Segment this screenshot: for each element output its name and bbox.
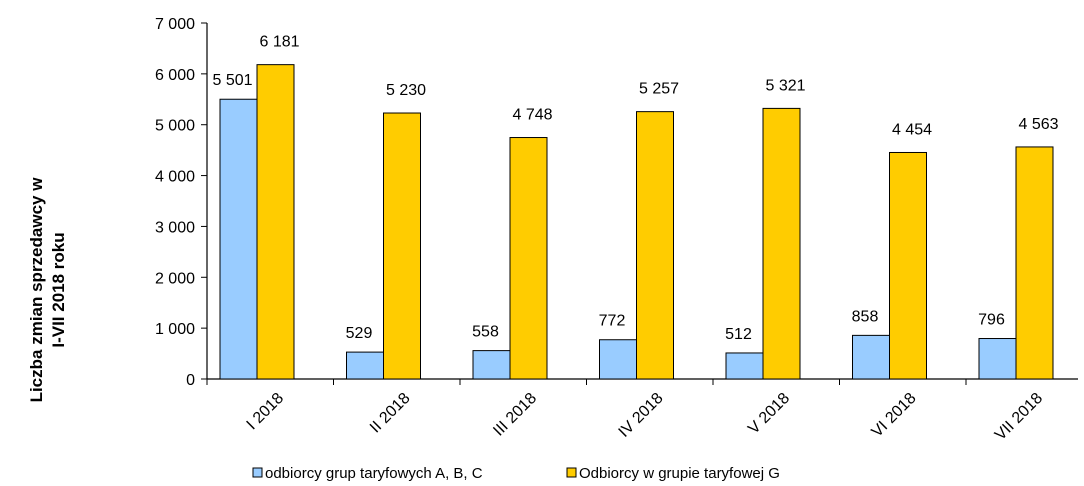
data-label-abc: 772 bbox=[599, 313, 626, 330]
y-tick-label: 5 000 bbox=[155, 118, 195, 135]
legend-swatch-g bbox=[566, 467, 577, 478]
bar-abc bbox=[219, 98, 258, 380]
y-tick-label: 2 000 bbox=[155, 270, 195, 287]
bar-g bbox=[762, 107, 801, 380]
category-label: VII 2018 bbox=[992, 390, 1046, 444]
y-tick-label: 0 bbox=[186, 372, 195, 389]
y-tick-label: 7 000 bbox=[155, 16, 195, 33]
legend-swatch-abc bbox=[252, 467, 263, 478]
bar-g bbox=[256, 64, 295, 380]
data-label-abc: 5 501 bbox=[212, 72, 252, 89]
data-label-g: 4 748 bbox=[512, 107, 552, 124]
bar-abc bbox=[725, 352, 764, 380]
y-tick-label: 1 000 bbox=[155, 321, 195, 338]
data-label-g: 5 230 bbox=[386, 82, 426, 99]
category-label: IV 2018 bbox=[616, 390, 667, 441]
data-label-abc: 512 bbox=[725, 326, 752, 343]
category-label: III 2018 bbox=[490, 390, 540, 440]
bar-g bbox=[383, 112, 421, 380]
category-label: I 2018 bbox=[244, 390, 288, 434]
data-label-g: 4 454 bbox=[892, 121, 932, 138]
y-axis-title: Liczba zmian sprzedawcy w I-VII 2018 rok… bbox=[27, 177, 68, 403]
bar-g bbox=[889, 151, 927, 380]
y-axis-title-line-1: Liczba zmian sprzedawcy w bbox=[27, 177, 46, 403]
y-tick-label: 4 000 bbox=[155, 169, 195, 186]
bar-abc bbox=[346, 351, 384, 380]
category-label: V 2018 bbox=[745, 390, 793, 438]
bar-abc bbox=[978, 338, 1017, 380]
data-label-abc: 796 bbox=[978, 312, 1005, 329]
plot-area: 0 1 000 2 000 3 000 4 000 5 000 6 000 7 000 5 50… bbox=[155, 16, 1078, 444]
bar-g bbox=[1015, 146, 1054, 380]
bar-abc bbox=[599, 339, 637, 380]
legend: odbiorcy grup taryfowych A, B, C Odbiorcy… bbox=[252, 465, 780, 482]
data-label-g: 4 563 bbox=[1018, 116, 1058, 133]
legend-label-g: Odbiorcy w grupie taryfowej G bbox=[579, 465, 780, 482]
data-label-g: 5 257 bbox=[639, 81, 679, 98]
y-tick-label: 3 000 bbox=[155, 219, 195, 236]
data-label-abc: 529 bbox=[346, 325, 373, 342]
y-axis-title-line-2: I-VII 2018 roku bbox=[49, 232, 68, 347]
data-label-g: 5 321 bbox=[765, 77, 805, 94]
bar-g bbox=[509, 137, 548, 380]
y-tick-label: 6 000 bbox=[155, 67, 195, 84]
category-label: VI 2018 bbox=[869, 390, 920, 441]
bar-abc bbox=[852, 334, 890, 380]
data-label-abc: 558 bbox=[472, 324, 499, 341]
category-label: II 2018 bbox=[367, 390, 414, 437]
legend-label-abc: odbiorcy grup taryfowych A, B, C bbox=[265, 465, 483, 482]
data-label-abc: 858 bbox=[852, 308, 879, 325]
bar-abc bbox=[472, 350, 511, 380]
bar-g bbox=[636, 111, 674, 380]
data-label-g: 6 181 bbox=[259, 34, 299, 51]
